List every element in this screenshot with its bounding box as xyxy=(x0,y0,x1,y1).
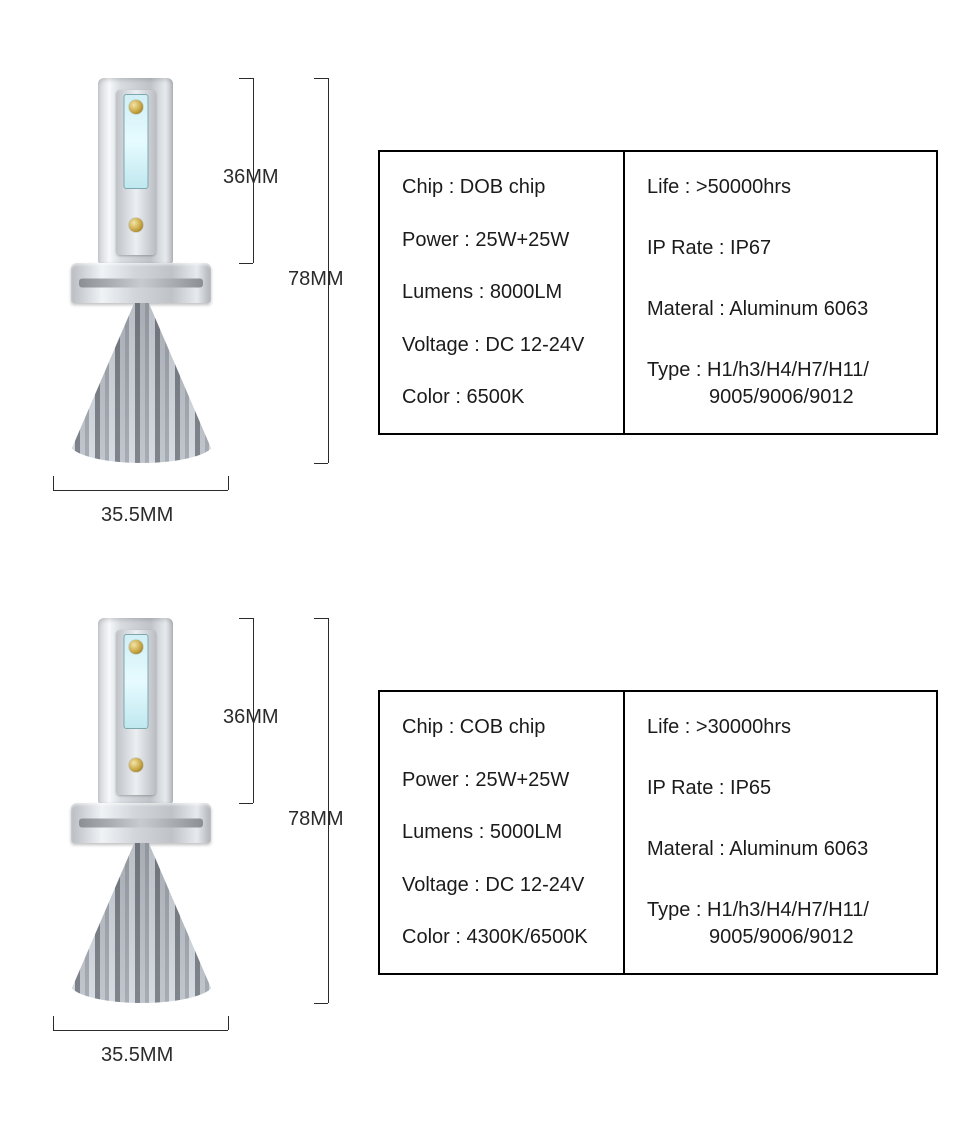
spec-lumens: Lumens : 8000LM xyxy=(402,279,607,306)
spec-power: Power : 25W+25W xyxy=(402,767,607,794)
dim-label-36: 36MM xyxy=(223,706,279,729)
spec-type-line1: Type : H1/h3/H4/H7/H11/ xyxy=(647,359,869,381)
spec-table-1: Chip : DOB chip Power : 25W+25W Lumens :… xyxy=(378,150,938,435)
spec-col-right: Life : >50000hrs IP Rate : IP67 Materal … xyxy=(625,152,936,433)
spec-life: Life : >30000hrs xyxy=(647,714,920,741)
dim-label-78: 78MM xyxy=(288,268,344,291)
spec-type: Type : H1/h3/H4/H7/H11/ 9005/9006/9012 xyxy=(647,897,920,951)
spec-table-2: Chip : COB chip Power : 25W+25W Lumens :… xyxy=(378,690,938,975)
bulb-illustration: 36MM 78MM 35.5MM xyxy=(38,60,388,530)
spec-lumens: Lumens : 5000LM xyxy=(402,819,607,846)
dim-label-355: 35.5MM xyxy=(101,1044,173,1067)
spec-ip: IP Rate : IP65 xyxy=(647,775,920,802)
spec-ip: IP Rate : IP67 xyxy=(647,235,920,262)
product-block-1: 36MM 78MM 35.5MM Chip : DOB chip Power :… xyxy=(0,60,960,540)
spec-color: Color : 6500K xyxy=(402,384,607,411)
dim-label-36: 36MM xyxy=(223,166,279,189)
bulb-icon xyxy=(68,78,218,463)
spec-material: Materal : Aluminum 6063 xyxy=(647,836,920,863)
spec-chip: Chip : DOB chip xyxy=(402,174,607,201)
spec-type-line1: Type : H1/h3/H4/H7/H11/ xyxy=(647,899,869,921)
spec-power: Power : 25W+25W xyxy=(402,227,607,254)
dim-label-355: 35.5MM xyxy=(101,504,173,527)
product-block-2: 36MM 78MM 35.5MM Chip : COB chip Power :… xyxy=(0,600,960,1080)
spec-voltage: Voltage : DC 12-24V xyxy=(402,872,607,899)
spec-col-left: Chip : COB chip Power : 25W+25W Lumens :… xyxy=(380,692,625,973)
spec-type-line2: 9005/9006/9012 xyxy=(647,384,920,411)
spec-chip: Chip : COB chip xyxy=(402,714,607,741)
spec-color: Color : 4300K/6500K xyxy=(402,924,607,951)
spec-col-right: Life : >30000hrs IP Rate : IP65 Materal … xyxy=(625,692,936,973)
bulb-icon xyxy=(68,618,218,1003)
spec-life: Life : >50000hrs xyxy=(647,174,920,201)
dim-label-78: 78MM xyxy=(288,808,344,831)
dimension-355mm: 35.5MM xyxy=(53,1010,228,1070)
spec-voltage: Voltage : DC 12-24V xyxy=(402,332,607,359)
spec-col-left: Chip : DOB chip Power : 25W+25W Lumens :… xyxy=(380,152,625,433)
bulb-illustration: 36MM 78MM 35.5MM xyxy=(38,600,388,1070)
spec-type-line2: 9005/9006/9012 xyxy=(647,924,920,951)
spec-type: Type : H1/h3/H4/H7/H11/ 9005/9006/9012 xyxy=(647,357,920,411)
dimension-355mm: 35.5MM xyxy=(53,470,228,530)
spec-material: Materal : Aluminum 6063 xyxy=(647,296,920,323)
